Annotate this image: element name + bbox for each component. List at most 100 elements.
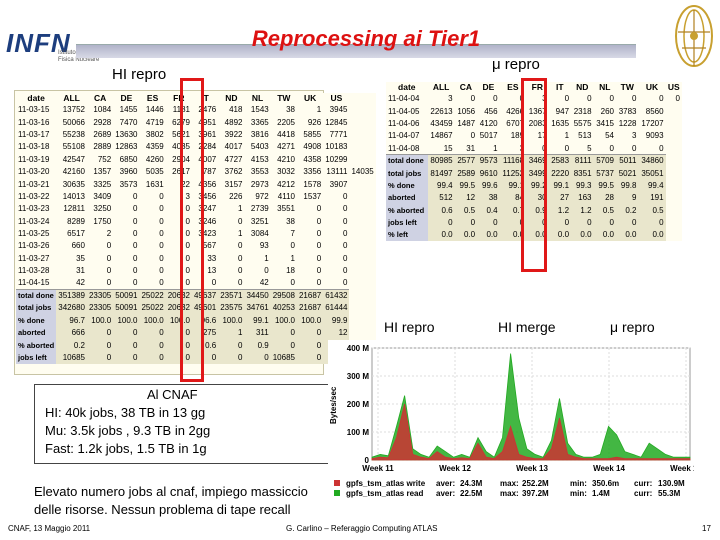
table-cell: 10685 xyxy=(62,353,85,362)
table-row: 11-03-24 8289 1750 0 0 0 3246 0 3251 38 0 0 xyxy=(16,215,376,227)
table-cell: 14013 xyxy=(62,191,85,201)
column-header: DE xyxy=(482,82,495,93)
legend-text: min: xyxy=(570,479,587,488)
table-row: 11-04-15 42 0 0 0 0 0 0 42 0 0 0 xyxy=(16,277,376,289)
legend-text: 24.3M xyxy=(460,479,483,488)
table-cell: 3783 xyxy=(618,106,637,116)
table-cell: 0 xyxy=(290,340,295,350)
table-cell: 752 xyxy=(97,154,112,164)
column-header: FR xyxy=(173,93,185,104)
table-cell: 3415 xyxy=(596,118,614,128)
table-cell: 0 xyxy=(159,353,164,362)
table-cell: 7771 xyxy=(329,129,348,139)
table-cell: 0.0 xyxy=(486,230,498,240)
table-cell: 5403 xyxy=(250,142,269,152)
table-row: 11-03-27 35 0 0 0 0 33 0 1 1 0 0 xyxy=(16,252,376,264)
table-cell: 40253 xyxy=(272,303,295,313)
table-cell: 2577 xyxy=(454,153,478,167)
table-cell: 2476 xyxy=(198,105,217,115)
table-row: 11-03-21 30635 3325 3573 1631 22 4356 3157 2973 4… xyxy=(16,178,376,190)
table-cell: 23305 xyxy=(88,303,112,313)
table-cell: 5737 xyxy=(596,168,614,178)
table-cell: 0 xyxy=(316,353,322,362)
column-header: IT xyxy=(201,93,209,104)
row-label: 11-03-20 xyxy=(18,167,50,177)
table-cell: 0 xyxy=(211,278,217,288)
row-label: 11-04-08 xyxy=(388,143,420,153)
row-label: 11-03-27 xyxy=(18,253,50,263)
row-label: jobs left xyxy=(386,216,428,229)
series-area xyxy=(371,353,691,461)
table-cell: 0 xyxy=(211,353,217,362)
table-cell: 1228 xyxy=(618,118,637,128)
column-header: date xyxy=(27,93,45,104)
table-cell: 2928 xyxy=(93,117,112,127)
summary-row: % done 99.4 99.5 99.6 99.1 99.2 99.1 99.3 99.5 99… xyxy=(386,179,682,192)
table-row: 11-04-05 22613 1056 456 4266 1367 947 2318 260 37… xyxy=(386,105,682,117)
hi-repro-label: HI repro xyxy=(112,66,167,83)
table-cell: 4260 xyxy=(145,154,164,164)
table-cell: 38 xyxy=(488,193,498,203)
table-cell: 18 xyxy=(286,266,295,276)
slide-title: Reprocessing ai Tier1 xyxy=(251,26,481,51)
table-cell: 4719 xyxy=(145,117,164,127)
table-cell: 1357 xyxy=(93,167,112,177)
table-cell: 3945 xyxy=(329,105,348,115)
table-cell: 163 xyxy=(578,193,592,203)
note-line-3: Mu: 3.5k jobs , 9.3 TB in 2gg xyxy=(45,423,211,438)
table-cell: 3 xyxy=(448,94,453,104)
summary-row: % done 96.7 100.0 100.0 100.0 100.0 96.6 100.0 9… xyxy=(16,314,376,327)
table-cell: 0.5 xyxy=(463,205,476,215)
footer-left: CNAF, 13 Maggio 2011 xyxy=(8,524,91,533)
x-tick-label: Week 13 xyxy=(516,464,548,473)
table-cell: 4951 xyxy=(198,117,217,127)
table-row: 11-04-07 14867 0 5017 189 17 1 513 54 3 9093 xyxy=(386,130,682,142)
table-cell: 2220 xyxy=(551,168,570,178)
table-cell: 15 xyxy=(443,143,453,153)
summary-row: total jobs 342680 23305 50091 25022 20632 4960… xyxy=(16,301,376,315)
row-label: jobs left xyxy=(16,351,57,364)
table-cell: 1 xyxy=(264,253,269,263)
page-number: 17 xyxy=(702,524,711,533)
table-row: 11-04-06 43459 1487 4120 6707 2083 1635 5575 341… xyxy=(386,117,682,129)
table-cell: 9573 xyxy=(477,153,500,167)
table-cell: 27 xyxy=(560,193,570,203)
plot-area xyxy=(371,347,691,461)
table-cell: 3762 xyxy=(224,167,243,177)
table-cell: 3 xyxy=(185,191,190,201)
table-cell: 93 xyxy=(259,241,269,251)
table-cell: 0 xyxy=(159,328,164,338)
cnaf-note-box: Al CNAF HI: 40k jobs, 38 TB in 13 gg Mu:… xyxy=(34,384,332,464)
table-cell: 0 xyxy=(106,253,112,263)
table-cell: 0 xyxy=(587,218,592,228)
y-axis-label: Bytes/sec xyxy=(329,386,338,424)
table-cell: 926 xyxy=(307,117,322,127)
table-cell: 0 xyxy=(316,204,322,214)
row-label: 11-03-16 xyxy=(18,117,50,127)
table-cell: 2284 xyxy=(198,142,217,152)
y-tick-label: 300 M xyxy=(347,372,370,381)
table-cell: 0.7 xyxy=(512,205,525,215)
table-cell: 84 xyxy=(515,193,525,203)
table-cell: 1578 xyxy=(303,179,322,189)
table-cell: 0 xyxy=(106,241,112,251)
table-cell: 0 xyxy=(609,218,614,228)
table-cell: 11252 xyxy=(502,168,525,178)
table-cell: 4359 xyxy=(145,142,164,152)
table-cell: 0 xyxy=(185,229,190,239)
table-cell: 61444 xyxy=(325,303,348,313)
table-cell: 2205 xyxy=(277,117,295,127)
table-cell: 22613 xyxy=(430,106,453,116)
table-cell: 0.6 xyxy=(441,205,453,215)
table-cell: 2083 xyxy=(528,118,547,128)
column-header: ES xyxy=(146,93,159,104)
legend-text: 130.9M xyxy=(658,479,685,488)
table-cell: 12811 xyxy=(63,204,85,214)
row-label: 11-03-23 xyxy=(18,204,50,214)
table-cell: 660 xyxy=(71,241,85,251)
table-cell: 4007 xyxy=(198,154,217,164)
table-cell: 100.0 xyxy=(222,315,243,325)
chart-label-hi-repro: HI repro xyxy=(384,319,435,335)
table-cell: 9 xyxy=(632,193,637,203)
highlight-it-column-mu xyxy=(521,78,547,272)
